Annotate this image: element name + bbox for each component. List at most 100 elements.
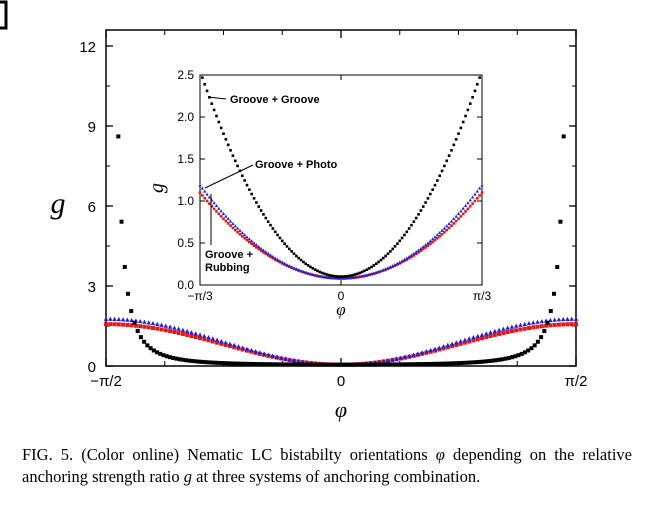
inset-black-point — [370, 265, 373, 269]
main-blue-point — [518, 322, 523, 327]
main-x-tick-label: π/2 — [565, 373, 588, 390]
main-black-point — [313, 362, 318, 367]
inset-black-point — [339, 275, 343, 278]
main-red-point — [159, 327, 164, 332]
main-black-point — [419, 362, 424, 367]
main-blue-point — [432, 346, 438, 351]
inset-red-point — [471, 202, 474, 205]
main-red-point — [480, 336, 484, 341]
main-black-point — [326, 362, 331, 367]
main-red-point — [535, 324, 540, 329]
inset-black-point — [335, 275, 338, 278]
inset-blue-point — [400, 259, 404, 263]
inset-black-point — [468, 102, 472, 105]
inset-black-point — [259, 209, 263, 212]
main-black-point — [209, 360, 214, 365]
inset-red-point — [233, 228, 237, 232]
main-black-point — [510, 355, 515, 360]
inset-black-point — [414, 216, 418, 220]
main-blue-point — [210, 336, 216, 341]
caption-text-1: FIG. 5. (Color online) Nematic LC bistab… — [22, 445, 436, 464]
inset-blue-point — [367, 272, 371, 277]
inset-red-point — [250, 242, 253, 246]
main-black-point — [364, 362, 369, 367]
inset-black-point — [248, 188, 251, 191]
main-blue-point — [197, 332, 203, 337]
main-red-point — [155, 326, 160, 331]
inset-blue-point — [409, 253, 414, 257]
inset-black-point — [419, 209, 423, 212]
inset-red-point — [424, 246, 427, 249]
inset-black-point — [210, 102, 214, 105]
inset-blue-point — [264, 250, 268, 254]
inset-blue-point — [424, 243, 428, 247]
inset-blue-point — [348, 276, 352, 280]
inset-blue-point — [322, 275, 327, 279]
main-red-point — [518, 327, 523, 332]
main-y-tick-label: 12 — [79, 39, 96, 56]
main-black-point — [345, 362, 350, 367]
inset-red-point — [248, 240, 251, 244]
main-red-point — [210, 339, 215, 344]
inset-black-point — [269, 223, 272, 227]
inset-blue-point — [339, 276, 343, 280]
inset-black-point — [405, 230, 409, 234]
inset-black-point — [264, 216, 268, 220]
inset-black-point — [203, 82, 206, 86]
main-red-point — [467, 339, 472, 344]
inset-blue-point — [346, 276, 350, 280]
main-blue-point — [505, 325, 510, 330]
inset-black-point — [417, 213, 420, 216]
inset-blue-point — [463, 203, 468, 208]
main-blue-point — [219, 338, 224, 344]
main-y-ticks: 0 3 6 9 12 — [79, 39, 576, 376]
main-black-point — [384, 362, 389, 367]
main-red-point — [450, 344, 455, 349]
inset-blue-point — [431, 237, 435, 241]
main-black-point — [390, 362, 395, 367]
inset-blue-point — [456, 211, 461, 216]
inset-series — [198, 76, 484, 280]
inset-black-point — [201, 76, 204, 79]
inset-black-point — [297, 256, 300, 260]
inset-blue-point — [221, 211, 226, 216]
inset-red-point — [217, 212, 221, 216]
annotation-line-groove-groove — [207, 96, 227, 100]
inset-black-point — [306, 264, 310, 267]
main-blue-point — [108, 316, 113, 321]
main-red-point — [121, 322, 126, 327]
main-red-point — [163, 328, 168, 333]
inset-black-point — [278, 236, 282, 240]
inset-red-point — [203, 196, 206, 200]
inset-black-point — [410, 223, 413, 227]
inset-red-point — [468, 204, 472, 208]
inset-black-point — [304, 262, 308, 266]
main-black-point — [445, 361, 450, 366]
inset-blue-point — [294, 267, 298, 271]
inset-black-point — [325, 273, 329, 276]
inset-blue-point — [203, 189, 207, 193]
main-red-point — [146, 325, 151, 330]
main-blue-point — [385, 358, 391, 363]
main-black-point — [548, 309, 553, 314]
inset-black-point — [285, 245, 289, 248]
inset-red-point — [466, 207, 470, 211]
inset-red-point — [452, 222, 456, 225]
main-red-point — [556, 322, 561, 327]
inset-blue-point — [332, 276, 336, 280]
main-black-point — [184, 358, 189, 363]
main-black-point — [339, 362, 343, 367]
inset-y-tick-label: 0.0 — [177, 278, 194, 292]
inset-red-point — [255, 246, 258, 249]
inset-black-point — [391, 247, 394, 251]
inset-black-point — [323, 272, 326, 276]
main-black-point — [193, 359, 198, 364]
inset-blue-point — [433, 235, 437, 239]
inset-blue-point — [245, 235, 249, 239]
inset-black-point — [320, 271, 324, 275]
inset-red-point — [405, 258, 409, 261]
main-black-point — [532, 343, 537, 348]
main-black-point — [297, 362, 302, 367]
main-blue-point — [569, 316, 574, 321]
inset-blue-point — [398, 260, 402, 264]
